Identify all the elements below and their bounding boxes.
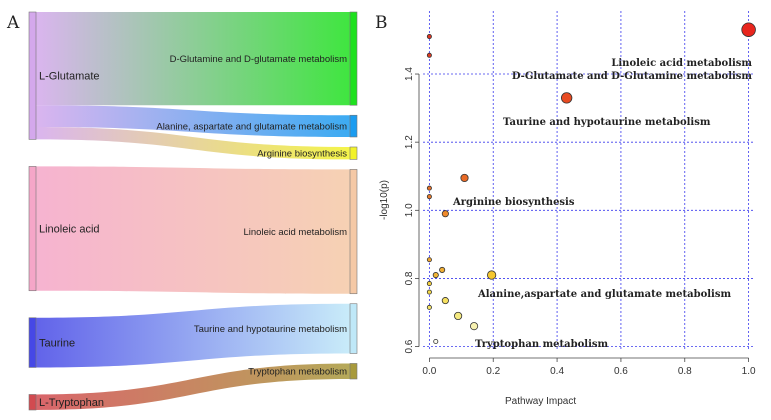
sankey-links	[36, 12, 350, 410]
sankey-target-node	[349, 146, 358, 160]
sankey-link	[36, 105, 350, 137]
sankey-source-label: Linoleic acid	[39, 224, 100, 236]
scatter-point	[487, 270, 497, 280]
scatter-point	[426, 281, 432, 287]
panel-a-letter: A	[6, 13, 20, 33]
sankey-target-label: Arginine biosynthesis	[257, 149, 347, 160]
plot-area	[422, 10, 756, 351]
scatter-point	[441, 297, 449, 305]
y-tick-label: 1.4	[404, 67, 415, 81]
x-tick-label: 0.8	[678, 366, 692, 377]
sankey-target-node	[349, 169, 358, 295]
scatter-point	[439, 266, 446, 273]
sankey-panel: A L-Glutamate Linoleic acid Taurine L-Trypt…	[6, 11, 358, 411]
scatter-point	[426, 185, 432, 191]
scatter-annotations: Linoleic acid metabolism D-Glutamate and …	[452, 58, 752, 350]
sankey-target-label: Tryptophan metabolism	[248, 367, 347, 378]
sankey-link	[36, 166, 350, 294]
scatter-point	[560, 92, 573, 104]
sankey-link	[36, 303, 350, 368]
scatter-annotation: Arginine biosynthesis	[452, 197, 575, 208]
sankey-target-label: Taurine and hypotaurine metabolism	[194, 324, 347, 335]
scatter-point	[426, 257, 432, 263]
scatter-point	[426, 194, 432, 200]
y-tick-label: 1.2	[404, 135, 415, 149]
x-tick-label: 0.4	[550, 366, 564, 377]
scatter-annotation: Linoleic acid metabolism	[611, 58, 752, 69]
sankey-target-label: Linoleic acid metabolism	[244, 227, 348, 238]
sankey-link	[36, 126, 350, 160]
sankey-link	[36, 363, 350, 410]
y-tick-label: 0.6	[404, 339, 415, 353]
x-tick-label: 0.0	[422, 366, 436, 377]
sankey-target-node	[349, 303, 358, 354]
scatter-point	[433, 338, 439, 344]
sankey-source-node	[28, 166, 37, 292]
sankey-source-label: L-Glutamate	[39, 71, 100, 83]
scatter-point	[432, 272, 439, 279]
scatter-point	[426, 52, 432, 58]
sankey-target-label: D-Glutamine and D-glutamate metabolism	[170, 54, 347, 65]
y-tick-label: 0.8	[404, 271, 415, 285]
scatter-points	[426, 22, 756, 344]
sankey-source-node	[28, 394, 37, 411]
scatter-annotation: Tryptophan metabolism	[475, 339, 609, 350]
x-tick-label: 0.2	[486, 366, 500, 377]
grid-lines	[423, 11, 755, 350]
sankey-link	[36, 12, 350, 106]
x-tick-label: 1.0	[742, 366, 756, 377]
scatter-annotation: Alanine,aspartate and glutamate metaboli…	[477, 289, 731, 300]
sankey-target-node	[349, 114, 358, 138]
scatter-point	[454, 311, 463, 321]
sankey-target-node	[349, 11, 358, 106]
scatter-point	[460, 173, 469, 183]
scatter-point	[426, 289, 432, 295]
sankey-source-node	[28, 11, 37, 140]
scatter-annotation: Taurine and hypotaurine metabolism	[503, 117, 711, 128]
scatter-annotation: D-Glutamate and D-Glutamine metabolism	[512, 71, 753, 82]
sankey-source-label: Taurine	[39, 338, 75, 350]
scatter-point	[469, 322, 479, 331]
x-tick-label: 0.6	[614, 366, 628, 377]
panel-b-letter: B	[375, 13, 388, 33]
scatter-point	[441, 210, 449, 218]
x-axis-label: Pathway Impact	[505, 396, 576, 407]
y-tick-label: 1.0	[404, 203, 415, 217]
scatter-point	[426, 34, 432, 40]
sankey-target-label: Alanine, aspartate and glutamate metabol…	[156, 122, 347, 133]
sankey-target-node	[349, 363, 358, 380]
scatter-point	[426, 304, 432, 310]
y-axis-label: -log10(p)	[379, 180, 390, 220]
sankey-nodes: L-Glutamate Linoleic acid Taurine L-Tryptop…	[28, 11, 358, 411]
sankey-source-node	[28, 317, 37, 368]
axes: 0.0 0.2 0.4 0.6 0.8 1.0 0.6 0.8 1.0 1.2 1.4	[404, 67, 756, 377]
sankey-source-label: L-Tryptophan	[39, 397, 104, 409]
scatter-point	[741, 22, 756, 37]
scatter-panel: B 0.0 0.2 0.4 0.6 0.8 1.0 0.6 0.8 1.0 1.2 1.4 Lino…	[375, 10, 756, 407]
